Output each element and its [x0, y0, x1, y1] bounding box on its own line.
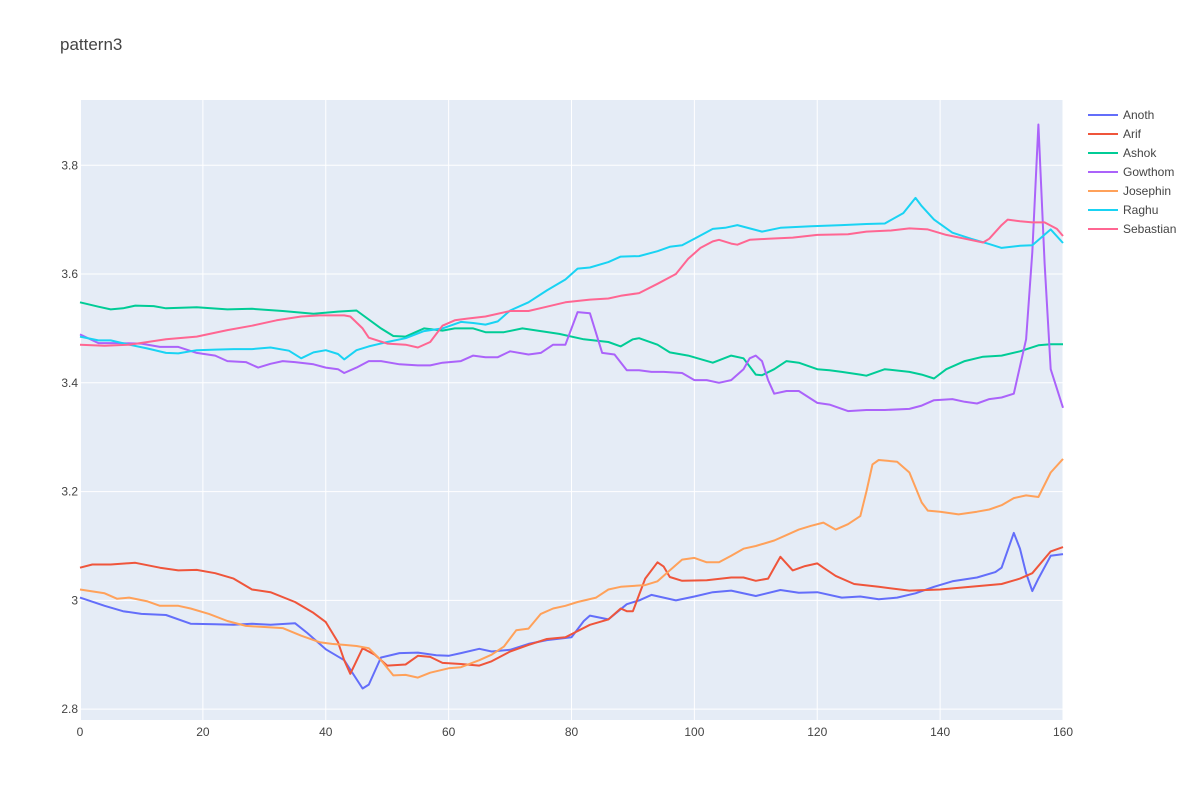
chart-title: pattern3	[60, 35, 122, 54]
x-tick-label: 40	[319, 725, 333, 739]
legend-item-sebastian[interactable]: Sebastian	[1088, 222, 1176, 236]
x-tick-label: 160	[1053, 725, 1073, 739]
x-tick-label: 100	[684, 725, 704, 739]
y-tick-label: 3.2	[61, 485, 78, 499]
legend-item-josephin[interactable]: Josephin	[1088, 184, 1171, 198]
series-line-arif[interactable]	[79, 546, 1064, 675]
y-tick-label: 3.6	[61, 267, 78, 281]
series-line-raghu[interactable]	[79, 196, 1064, 361]
x-tick-label: 0	[77, 725, 84, 739]
legend-label: Raghu	[1123, 203, 1158, 217]
legend-label: Gowthom	[1123, 165, 1174, 179]
gridlines	[79, 100, 1064, 720]
y-axis-ticks: 2.8 3 3.2 3.4 3.6 3.8	[61, 158, 78, 716]
legend-item-anoth[interactable]: Anoth	[1088, 108, 1154, 122]
y-tick-label: 3	[71, 593, 78, 607]
x-tick-label: 60	[442, 725, 456, 739]
legend-item-raghu[interactable]: Raghu	[1088, 203, 1158, 217]
legend: Anoth Arif Ashok Gowthom Josephin Raghu Sebast…	[1088, 108, 1176, 236]
x-tick-label: 140	[930, 725, 950, 739]
series-line-sebastian[interactable]	[79, 218, 1064, 349]
legend-item-ashok[interactable]: Ashok	[1088, 146, 1157, 160]
legend-item-gowthom[interactable]: Gowthom	[1088, 165, 1174, 179]
legend-label: Ashok	[1123, 146, 1157, 160]
legend-label: Anoth	[1123, 108, 1154, 122]
legend-label: Arif	[1123, 127, 1142, 141]
y-tick-label: 3.4	[61, 376, 78, 390]
x-tick-label: 20	[196, 725, 210, 739]
x-tick-label: 120	[807, 725, 827, 739]
y-tick-label: 3.8	[61, 158, 78, 172]
legend-label: Sebastian	[1123, 222, 1176, 236]
series-line-josephin[interactable]	[79, 458, 1064, 679]
series-line-anoth[interactable]	[79, 531, 1064, 690]
x-axis-ticks: 0 20 40 60 80 100 120 140 160	[77, 725, 1074, 739]
y-tick-label: 2.8	[61, 702, 78, 716]
series-line-gowthom[interactable]	[79, 123, 1064, 413]
series-lines	[79, 123, 1064, 690]
legend-item-arif[interactable]: Arif	[1088, 127, 1142, 141]
x-tick-label: 80	[565, 725, 579, 739]
series-line-ashok[interactable]	[79, 301, 1063, 380]
legend-label: Josephin	[1123, 184, 1171, 198]
